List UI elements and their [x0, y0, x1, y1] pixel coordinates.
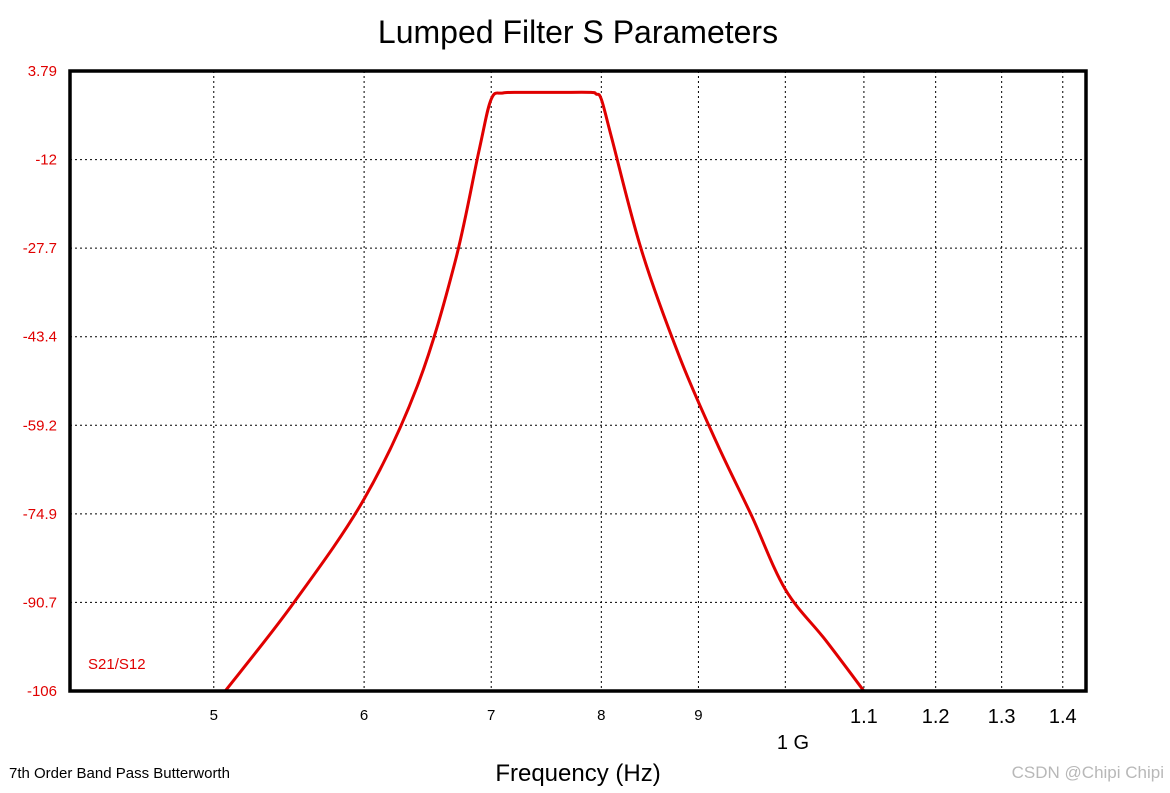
y-tick-label: -43.4: [23, 329, 57, 346]
series-label: S21/S12: [88, 656, 146, 673]
s21-s12-line: [224, 90, 866, 692]
x-tick-label: 7: [487, 707, 495, 724]
chart-subtitle: 7th Order Band Pass Butterworth: [9, 765, 230, 782]
series: [224, 90, 866, 692]
x-tick-label: 8: [597, 707, 605, 724]
y-axis: 3.79 -12 -27.7 -43.4 -59.2 -74.9 -90.7 -106: [23, 63, 57, 700]
x-tick-label: 1.4: [1049, 706, 1077, 728]
x-axis-title: Frequency (Hz): [495, 760, 660, 787]
watermark: CSDN @Chipi Chipi: [1012, 763, 1164, 782]
plot-frame: [68, 69, 1088, 693]
chart-title: Lumped Filter S Parameters: [378, 14, 778, 50]
x-tick-label: 9: [694, 707, 702, 724]
x-tick-label: 6: [360, 707, 368, 724]
y-tick-label: -12: [35, 152, 57, 169]
y-tick-label: -27.7: [23, 240, 57, 257]
grid: [70, 71, 1086, 691]
y-tick-label: -74.9: [23, 506, 57, 523]
y-tick-label: 3.79: [28, 63, 57, 80]
x-axis: 5 6 7 8 9 1.1 1.2 1.3 1.4: [210, 706, 1077, 728]
y-tick-label: -59.2: [23, 417, 57, 434]
x-tick-label: 1.1: [850, 706, 878, 728]
x-unit-label: 1 G: [777, 732, 809, 754]
x-tick-label: 1.3: [988, 706, 1016, 728]
y-tick-label: -106: [27, 683, 57, 700]
x-tick-label: 5: [210, 707, 218, 724]
x-tick-label: 1.2: [922, 706, 950, 728]
y-tick-label: -90.7: [23, 594, 57, 611]
